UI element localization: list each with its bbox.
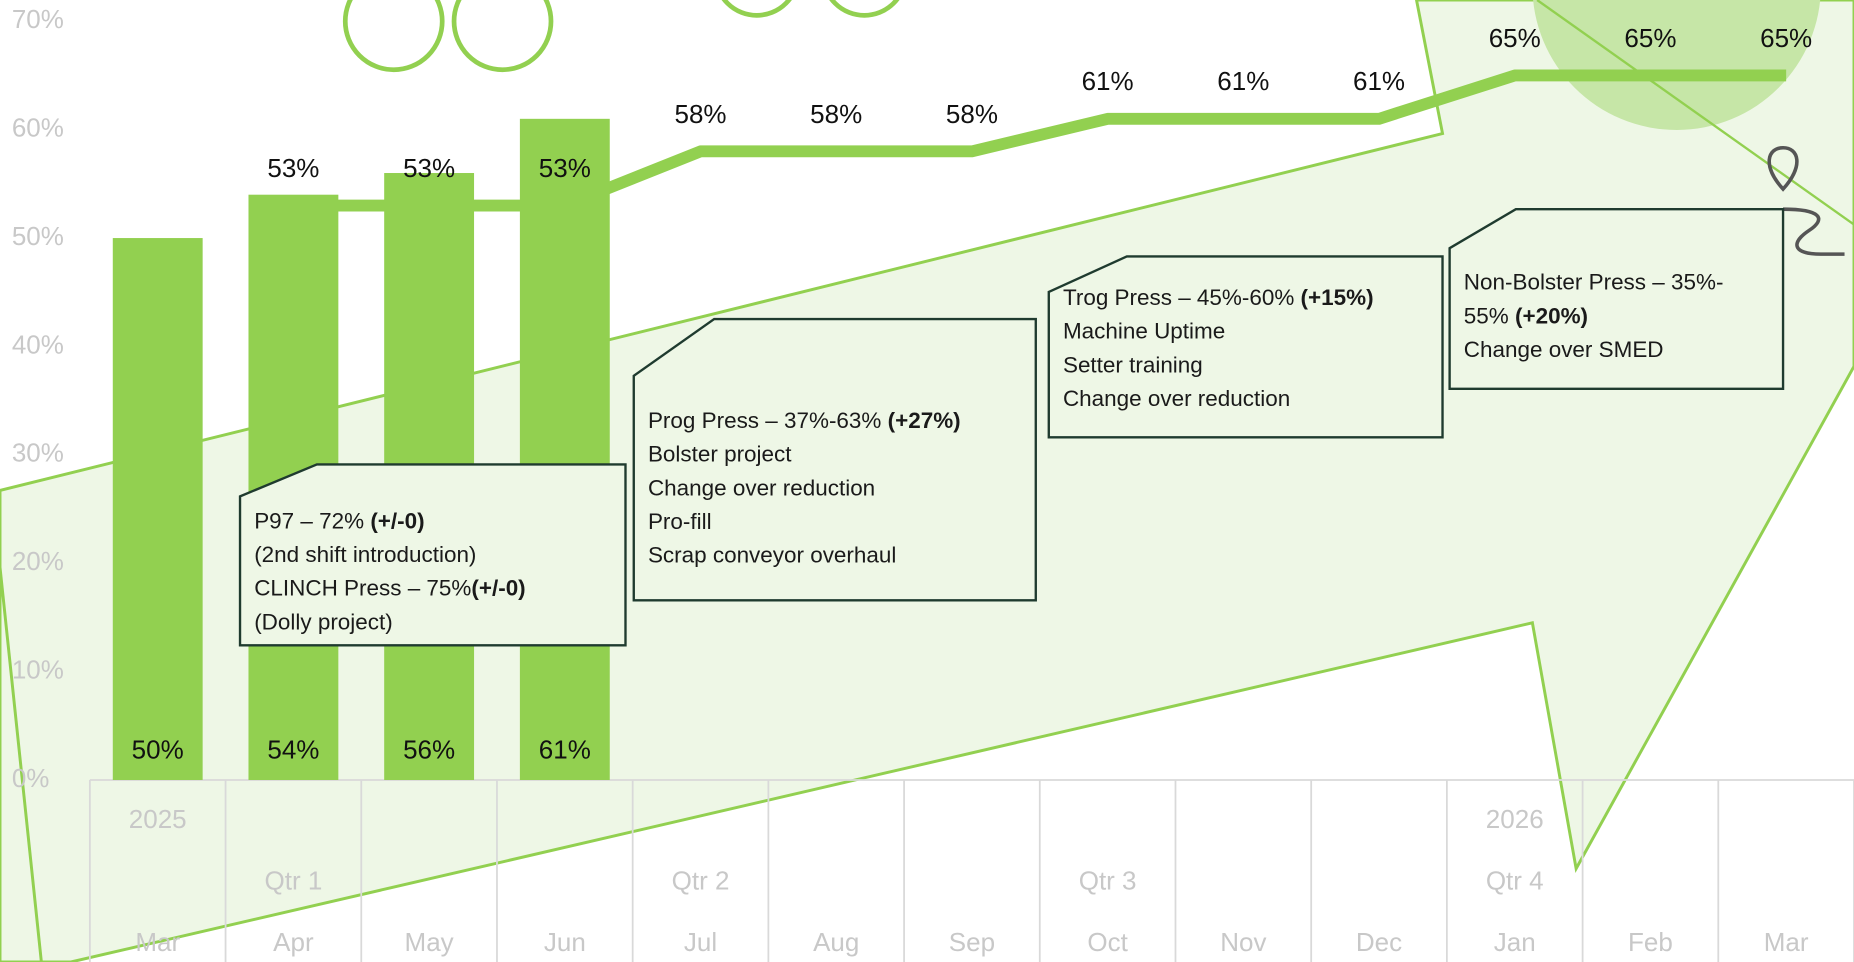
x-tick-label: Apr bbox=[273, 927, 314, 957]
annotation-line: Scrap conveyor overhaul bbox=[648, 543, 896, 568]
icon bbox=[715, 0, 798, 15]
annotation-text: Change over SMED bbox=[1464, 337, 1664, 362]
quarter-label: Qtr 4 bbox=[1486, 866, 1544, 896]
line-label: 61% bbox=[1082, 66, 1134, 96]
annotation-text: Bolster project bbox=[648, 442, 792, 467]
annotation-text: Pro-fill bbox=[648, 509, 712, 534]
quarter-label: Qtr 2 bbox=[672, 866, 730, 896]
x-tick-label: Nov bbox=[1220, 927, 1266, 957]
annotation-text: Machine Uptime bbox=[1063, 319, 1225, 344]
chart: 0% 10% 20% 30% 40% 50% 60% 70% Mar 2025 Apr Qtr 1 Ma… bbox=[0, 0, 1854, 962]
icon-clock bbox=[454, 0, 551, 70]
line-label: 65% bbox=[1760, 23, 1812, 53]
x-tick-label: Mar bbox=[135, 927, 180, 957]
annotation-text: P97 – 72% bbox=[254, 508, 370, 533]
year-label: 2025 bbox=[129, 804, 187, 834]
annotation-text: CLINCH Press – 75% bbox=[254, 576, 471, 601]
annotation-bold: (+15%) bbox=[1301, 285, 1374, 310]
annotation-line: Change over reduction bbox=[1063, 386, 1290, 411]
annotation-line: Change over reduction bbox=[648, 475, 875, 500]
line-label: 61% bbox=[1353, 66, 1405, 96]
bar-label: 56% bbox=[403, 735, 455, 765]
y-tick-label: 10% bbox=[12, 654, 64, 684]
page: {"chart_data":{"type":"bar_line", "categ… bbox=[0, 0, 1854, 962]
annotation-line: Pro-fill bbox=[648, 509, 712, 534]
x-tick-label: Feb bbox=[1628, 927, 1673, 957]
annotation-line: P97 – 72% (+/-0) bbox=[254, 508, 424, 533]
quarter-label: Qtr 1 bbox=[265, 866, 323, 896]
annotation-line: Setter training bbox=[1063, 352, 1203, 377]
annotation-bold: (+20%) bbox=[1515, 303, 1588, 328]
y-tick-label: 0% bbox=[12, 763, 50, 793]
x-tick-label: Aug bbox=[813, 927, 859, 957]
annotation-text: 55% bbox=[1464, 303, 1515, 328]
line-label: 58% bbox=[946, 99, 998, 129]
x-tick-label: Mar bbox=[1764, 927, 1809, 957]
annotation-text: Non-Bolster Press – 35%- bbox=[1464, 270, 1724, 295]
line-label: 53% bbox=[403, 153, 455, 183]
annotation-line: (Dolly project) bbox=[254, 609, 393, 634]
annotation-line: (2nd shift introduction) bbox=[254, 542, 476, 567]
y-tick-label: 60% bbox=[12, 113, 64, 143]
y-tick-label: 30% bbox=[12, 438, 64, 468]
annotation-line: Trog Press – 45%-60% (+15%) bbox=[1063, 285, 1374, 310]
annotation-text: (Dolly project) bbox=[254, 609, 393, 634]
line-label: 65% bbox=[1624, 23, 1676, 53]
line-label: 58% bbox=[674, 99, 726, 129]
annotation-text: Trog Press – 45%-60% bbox=[1063, 285, 1301, 310]
bar-label: 61% bbox=[539, 735, 591, 765]
x-tick-label: Dec bbox=[1356, 927, 1402, 957]
y-tick-label: 70% bbox=[12, 4, 64, 34]
bar-label: 54% bbox=[267, 735, 319, 765]
annotation-line: CLINCH Press – 75%(+/-0) bbox=[254, 576, 525, 601]
line-label: 58% bbox=[810, 99, 862, 129]
annotation-text: Prog Press – 37%-63% bbox=[648, 408, 888, 433]
x-tick-label: Jun bbox=[544, 927, 586, 957]
annotation-line: Non-Bolster Press – 35%- bbox=[1464, 270, 1724, 295]
annotation-text: Scrap conveyor overhaul bbox=[648, 543, 896, 568]
x-tick-label: Jul bbox=[684, 927, 717, 957]
annotation-bold: (+27%) bbox=[888, 408, 961, 433]
quarter-label: Qtr 3 bbox=[1079, 866, 1137, 896]
annotation-bold: (+/-0) bbox=[370, 508, 424, 533]
bar-label: 50% bbox=[132, 735, 184, 765]
y-tick-label: 50% bbox=[12, 221, 64, 251]
line-label: 65% bbox=[1489, 23, 1541, 53]
y-tick-label: 40% bbox=[12, 329, 64, 359]
year-label: 2026 bbox=[1486, 804, 1544, 834]
x-tick-label: May bbox=[405, 927, 454, 957]
icon bbox=[823, 0, 906, 15]
annotation-text: Change over reduction bbox=[648, 475, 875, 500]
bar bbox=[520, 119, 610, 780]
annotation-bold: (+/-0) bbox=[471, 576, 525, 601]
bar bbox=[113, 238, 203, 780]
y-tick-label: 20% bbox=[12, 546, 64, 576]
annotation-line: Change over SMED bbox=[1464, 337, 1664, 362]
annotation-line: Bolster project bbox=[648, 442, 792, 467]
annotation-line: 55% (+20%) bbox=[1464, 303, 1588, 328]
annotation-text: Setter training bbox=[1063, 352, 1203, 377]
line-label: 53% bbox=[267, 153, 319, 183]
line-label: 61% bbox=[1217, 66, 1269, 96]
annotation-text: Change over reduction bbox=[1063, 386, 1290, 411]
annotation-text: (2nd shift introduction) bbox=[254, 542, 476, 567]
annotation-line: Machine Uptime bbox=[1063, 319, 1225, 344]
annotation-line: Prog Press – 37%-63% (+27%) bbox=[648, 408, 961, 433]
line-label: 53% bbox=[539, 153, 591, 183]
x-tick-label: Oct bbox=[1087, 927, 1128, 957]
x-tick-label: Jan bbox=[1494, 927, 1536, 957]
icon-dolly bbox=[345, 0, 442, 70]
x-tick-label: Sep bbox=[949, 927, 995, 957]
